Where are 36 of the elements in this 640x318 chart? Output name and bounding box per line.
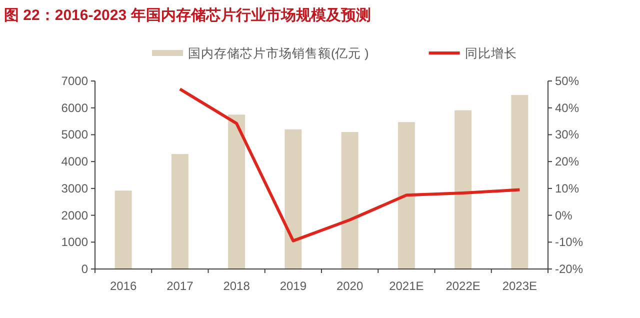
x-tick-label: 2018 xyxy=(223,279,250,293)
bar xyxy=(454,110,472,269)
line-series xyxy=(178,88,522,242)
x-tick-label: 2023E xyxy=(502,279,538,293)
y-tick-label: 5000 xyxy=(61,128,88,142)
x-tick-label: 2020 xyxy=(336,279,364,293)
bar xyxy=(114,190,132,269)
y2-tick-label: 30% xyxy=(555,128,580,142)
y-tick-label: 1000 xyxy=(61,235,88,250)
y-tick-label: 7000 xyxy=(61,74,88,88)
y-tick-label: 6000 xyxy=(61,100,88,115)
y-tick-label: 3000 xyxy=(61,181,88,196)
x-tick-label: 2016 xyxy=(110,279,137,293)
y2-tick-label: 40% xyxy=(555,100,580,115)
legend-label: 国内存储芯片市场销售额(亿元 ) xyxy=(188,46,369,60)
x-tick-label: 2017 xyxy=(166,279,194,293)
bar xyxy=(398,122,415,269)
x-tick-label: 2021E xyxy=(389,279,424,293)
y-tick-label: 2000 xyxy=(61,208,88,222)
y-tick-label: 0 xyxy=(81,262,88,276)
chart-title: 图 22：2016-2023 年国内存储芯片行业市场规模及预测 xyxy=(4,6,371,24)
y2-tick-label: 20% xyxy=(555,154,580,169)
bar xyxy=(171,154,188,269)
x-tick-label: 2019 xyxy=(280,279,307,293)
x-tick-label: 2022E xyxy=(446,279,480,293)
y2-tick-label: 0% xyxy=(555,208,573,222)
y2-tick-label: -20% xyxy=(555,262,584,276)
y2-tick-label: 10% xyxy=(555,181,580,196)
y-tick-label: 4000 xyxy=(61,154,88,169)
bar xyxy=(511,94,528,269)
y2-tick-label: 50% xyxy=(555,74,580,88)
legend-label: 同比增长 xyxy=(464,46,517,60)
bar xyxy=(228,114,246,269)
bar xyxy=(284,129,302,269)
bar xyxy=(341,132,358,269)
y2-tick-label: -10% xyxy=(555,235,584,250)
